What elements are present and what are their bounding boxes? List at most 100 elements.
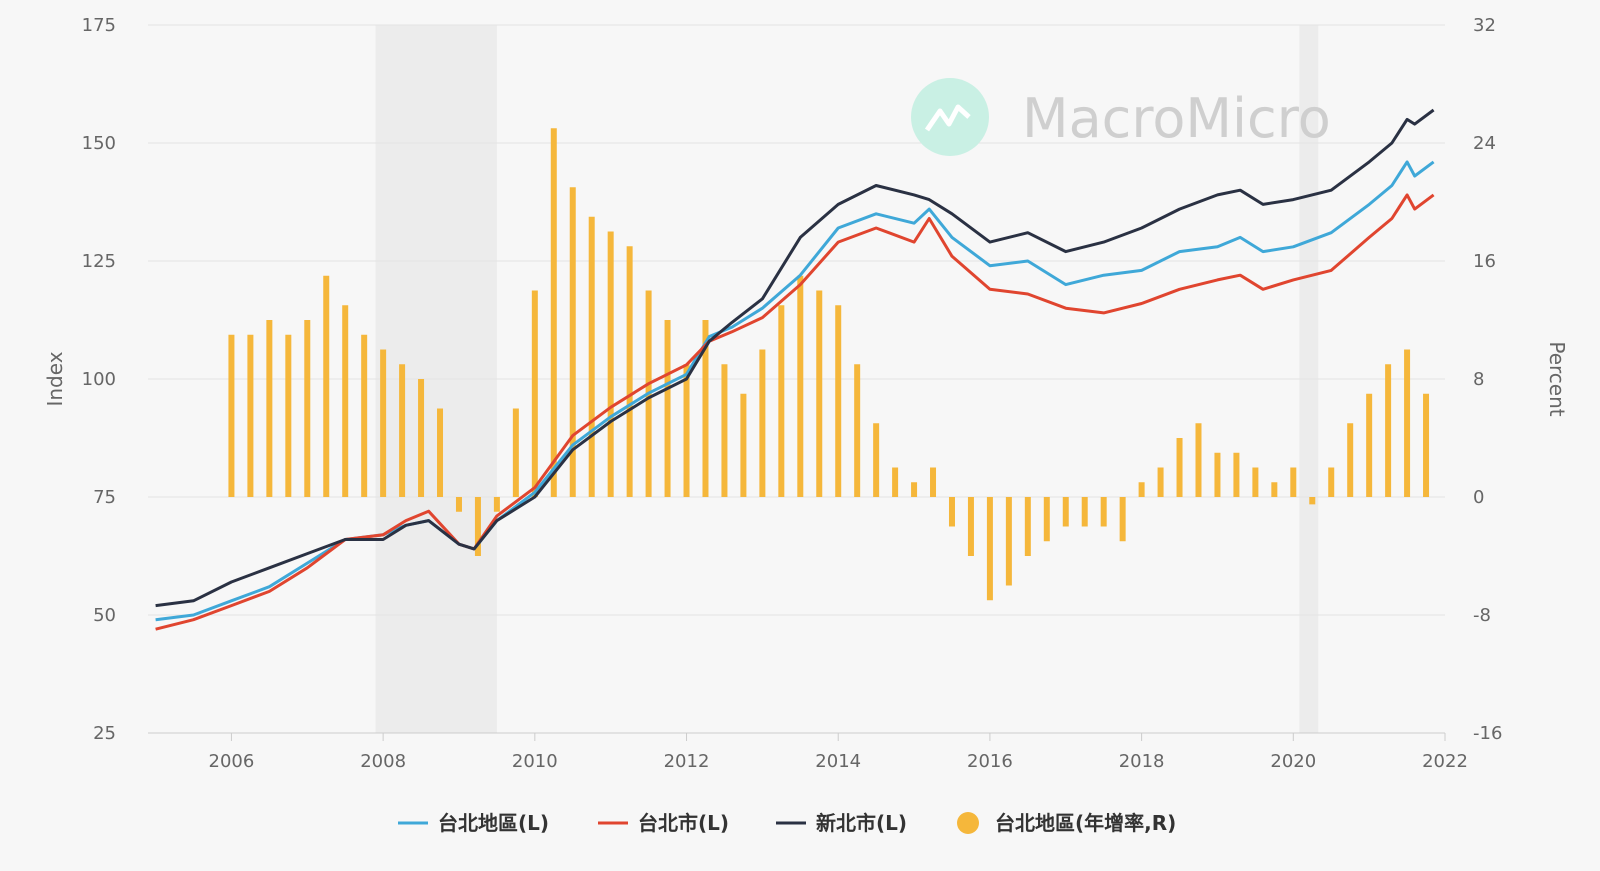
y-axis-right-title: Percent — [1545, 341, 1569, 416]
bar-37 — [930, 467, 937, 497]
bar-13 — [474, 497, 481, 556]
bar-9 — [399, 364, 406, 497]
legend-marker-3 — [957, 812, 979, 834]
bar-19 — [588, 216, 595, 497]
watermark-logo-mark-icon — [924, 104, 971, 132]
bar-18 — [569, 187, 576, 497]
axes-layer: 25 50 75 100 125 150 175 -16 -8 0 8 16 24 32 2006 2008 2… — [82, 15, 1503, 772]
bar-14 — [493, 497, 500, 512]
bar-52 — [1214, 452, 1221, 497]
bar-55 — [1271, 482, 1278, 497]
bar-42 — [1024, 497, 1031, 556]
legend-label-3: 台北地區(年增率,R) — [995, 811, 1176, 835]
watermark: MacroMicro — [911, 78, 1331, 156]
y-tick-left-100: 100 — [82, 369, 116, 390]
bar-32 — [835, 305, 842, 497]
y-tick-left-75: 75 — [93, 487, 116, 508]
bar-26 — [721, 364, 728, 497]
bar-39 — [967, 497, 974, 556]
x-tick-2018: 2018 — [1119, 751, 1165, 772]
bar-6 — [342, 305, 349, 497]
bar-30 — [797, 275, 804, 497]
bar-1 — [247, 334, 254, 497]
series-line-2 — [155, 108, 1435, 608]
bar-57 — [1309, 497, 1316, 505]
bar-59 — [1347, 423, 1354, 497]
bar-49 — [1157, 467, 1164, 497]
y-tick-left-125: 125 — [82, 251, 116, 272]
y-tick-left-150: 150 — [82, 133, 116, 154]
y-tick-right--8: -8 — [1473, 605, 1491, 626]
bar-27 — [740, 393, 747, 497]
bar-7 — [361, 334, 368, 497]
bar-36 — [911, 482, 918, 497]
bar-50 — [1176, 438, 1183, 497]
bar-63 — [1423, 393, 1430, 497]
x-tick-2022: 2022 — [1422, 751, 1468, 772]
bar-31 — [816, 290, 823, 497]
bar-47 — [1119, 497, 1126, 542]
bar-45 — [1081, 497, 1088, 527]
bar-62 — [1404, 349, 1411, 497]
bar-34 — [873, 423, 880, 497]
y-tick-right--16: -16 — [1473, 723, 1502, 744]
bar-12 — [455, 497, 462, 512]
bar-54 — [1252, 467, 1259, 497]
bar-3 — [285, 334, 292, 497]
x-tick-2008: 2008 — [360, 751, 406, 772]
bar-23 — [664, 320, 671, 497]
y-tick-left-175: 175 — [82, 15, 116, 36]
y-axis-left-title: Index — [43, 351, 67, 406]
bar-44 — [1062, 497, 1069, 527]
bar-33 — [854, 364, 861, 497]
bar-29 — [778, 305, 785, 497]
bar-16 — [531, 290, 538, 497]
bar-38 — [948, 497, 955, 527]
bar-51 — [1195, 423, 1202, 497]
y-tick-right-32: 32 — [1473, 15, 1496, 36]
legend-label-1: 台北市(L) — [638, 811, 729, 835]
bar-58 — [1328, 467, 1335, 497]
watermark-text: MacroMicro — [1022, 87, 1331, 150]
bar-21 — [626, 246, 633, 497]
bar-0 — [228, 334, 235, 497]
bar-2 — [266, 320, 273, 497]
bar-56 — [1290, 467, 1297, 497]
bar-28 — [759, 349, 766, 497]
x-tick-2014: 2014 — [815, 751, 861, 772]
bar-5 — [323, 275, 330, 497]
bar-43 — [1043, 497, 1050, 542]
y-tick-right-24: 24 — [1473, 133, 1496, 154]
bar-25 — [702, 320, 709, 497]
bar-11 — [437, 408, 444, 497]
legend: 台北地區(L) 台北市(L) 新北市(L) 台北地區(年增率,R) — [398, 811, 1176, 835]
legend-label-0: 台北地區(L) — [438, 811, 549, 835]
bar-60 — [1366, 393, 1373, 497]
bar-24 — [683, 364, 690, 497]
x-tick-2010: 2010 — [512, 751, 558, 772]
y-tick-right-0: 0 — [1473, 487, 1484, 508]
bar-40 — [986, 497, 993, 601]
bar-53 — [1233, 452, 1240, 497]
y-tick-left-25: 25 — [93, 723, 116, 744]
x-tick-2006: 2006 — [209, 751, 255, 772]
bar-17 — [550, 128, 557, 497]
bar-41 — [1005, 497, 1012, 586]
y-tick-left-50: 50 — [93, 605, 116, 626]
bar-10 — [418, 379, 425, 497]
legend-label-2: 新北市(L) — [816, 811, 907, 835]
bar-15 — [512, 408, 519, 497]
y-tick-right-8: 8 — [1473, 369, 1484, 390]
series-line-1 — [155, 193, 1435, 631]
bar-48 — [1138, 482, 1145, 497]
x-tick-2020: 2020 — [1270, 751, 1316, 772]
y-tick-right-16: 16 — [1473, 251, 1496, 272]
bar-35 — [892, 467, 899, 497]
x-tick-2016: 2016 — [967, 751, 1013, 772]
bar-20 — [607, 231, 614, 497]
bar-61 — [1385, 364, 1392, 497]
bar-46 — [1100, 497, 1107, 527]
x-tick-2012: 2012 — [664, 751, 710, 772]
